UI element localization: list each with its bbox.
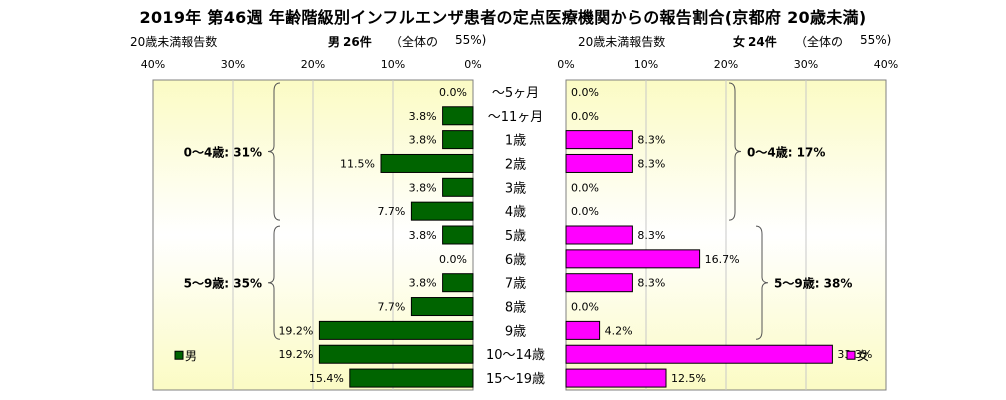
legend: 男女 bbox=[174, 348, 869, 363]
right-sex-label: 女 bbox=[733, 35, 746, 49]
category-label: 7歳 bbox=[505, 277, 526, 292]
left-sex-label: 男 bbox=[328, 35, 341, 49]
right-count-label: 20歳未満報告数 bbox=[578, 35, 666, 49]
male-value-label: 19.2% bbox=[278, 348, 313, 361]
male-bar bbox=[410, 297, 474, 317]
male-value-label: 7.7% bbox=[377, 205, 405, 218]
female-value-label: 8.3% bbox=[637, 229, 665, 242]
male-value-label: 3.8% bbox=[409, 110, 437, 123]
female-value-label: 8.3% bbox=[637, 134, 665, 147]
female-group-label: 5～9歳: 38% bbox=[774, 276, 852, 291]
legend-label-female: 女 bbox=[857, 348, 869, 363]
female-value-label: 0.0% bbox=[571, 205, 599, 218]
right-ratio-value: 55%) bbox=[860, 33, 892, 47]
category-label: 4歳 bbox=[505, 205, 526, 220]
category-label: 2歳 bbox=[505, 157, 526, 172]
left-ratio-value: 55%) bbox=[455, 33, 487, 47]
chart-title: 2019年 第46週 年齢階級別インフルエンザ患者の定点医療機関からの報告割合(… bbox=[139, 8, 867, 27]
male-bar bbox=[349, 368, 474, 388]
male-group-label: 0～4歳: 31% bbox=[184, 145, 262, 160]
category-label: ～5ヶ月 bbox=[492, 86, 539, 101]
male-bar bbox=[442, 177, 474, 197]
male-value-label: 3.8% bbox=[409, 277, 437, 290]
male-value-label: 7.7% bbox=[377, 301, 405, 314]
female-bar bbox=[565, 249, 701, 269]
left-tick-0: 0% bbox=[464, 58, 482, 71]
category-label: 5歳 bbox=[505, 229, 526, 244]
female-bar bbox=[565, 368, 667, 388]
male-value-label: 0.0% bbox=[439, 86, 467, 99]
category-label: 6歳 bbox=[505, 253, 526, 268]
male-value-label: 19.2% bbox=[278, 324, 313, 337]
category-label: 3歳 bbox=[505, 181, 526, 196]
male-bar bbox=[380, 153, 474, 173]
female-value-label: 0.0% bbox=[571, 110, 599, 123]
right-total: 24件 bbox=[748, 35, 777, 49]
female-value-label: 0.0% bbox=[571, 181, 599, 194]
right-tick-40: 40% bbox=[873, 58, 899, 71]
category-label: 8歳 bbox=[505, 301, 526, 316]
female-group-bracket bbox=[755, 225, 769, 340]
male-bar bbox=[410, 201, 474, 221]
left-tick-10: 10% bbox=[380, 58, 406, 71]
left-ratio-label: （全体の bbox=[390, 35, 439, 49]
category-label: 15～19歳 bbox=[486, 372, 545, 387]
left-total: 26件 bbox=[343, 35, 372, 49]
category-label: 1歳 bbox=[505, 134, 526, 149]
male-value-label: 11.5% bbox=[340, 157, 375, 170]
right-ratio-label: （全体の bbox=[795, 35, 844, 49]
right-tick-10: 10% bbox=[633, 58, 659, 71]
right-tick-0: 0% bbox=[557, 58, 575, 71]
group-brackets: 0～4歳: 31% 5～9歳: 35% 0～4歳: 17% 5～9歳: 38% bbox=[184, 82, 852, 340]
male-bar bbox=[442, 106, 474, 126]
female-value-label: 8.3% bbox=[637, 157, 665, 170]
male-bar bbox=[318, 344, 474, 364]
category-label: 10～14歳 bbox=[486, 348, 545, 363]
male-group-label: 5～9歳: 35% bbox=[184, 276, 262, 291]
male-group-bracket bbox=[267, 82, 281, 221]
left-tick-30: 30% bbox=[220, 58, 246, 71]
data-labels: 0.0% 0.0%3.8% 0.0%3.8% 8.3%11.5% 8.3%3.8% 0.0… bbox=[278, 86, 872, 385]
male-value-label: 3.8% bbox=[409, 181, 437, 194]
male-bar bbox=[442, 273, 474, 293]
left-count-label: 20歳未満報告数 bbox=[130, 35, 218, 49]
female-value-label: 4.2% bbox=[605, 324, 633, 337]
male-bar bbox=[442, 130, 474, 150]
female-group-label: 0～4歳: 17% bbox=[747, 145, 825, 160]
female-bar bbox=[565, 320, 601, 340]
female-bar bbox=[565, 153, 633, 173]
male-value-label: 3.8% bbox=[409, 134, 437, 147]
legend-swatch-male bbox=[174, 350, 184, 360]
male-value-label: 0.0% bbox=[439, 253, 467, 266]
male-bar bbox=[442, 225, 474, 245]
female-group-bracket bbox=[728, 82, 742, 221]
male-bar bbox=[318, 320, 474, 340]
left-tick-40: 40% bbox=[140, 58, 166, 71]
female-bar bbox=[565, 273, 633, 293]
female-value-label: 12.5% bbox=[671, 372, 706, 385]
category-label: ～11ヶ月 bbox=[488, 110, 544, 125]
category-labels: ～5ヶ月 ～11ヶ月 1歳 2歳 3歳 4歳 5歳 6歳 7歳 8歳 9歳 10～14歳 15～19歳 bbox=[486, 86, 545, 387]
right-tick-20: 20% bbox=[713, 58, 739, 71]
female-value-label: 16.7% bbox=[705, 253, 740, 266]
male-value-label: 3.8% bbox=[409, 229, 437, 242]
female-value-label: 0.0% bbox=[571, 86, 599, 99]
female-bar bbox=[565, 225, 633, 245]
female-value-label: 8.3% bbox=[637, 277, 665, 290]
bars bbox=[318, 106, 833, 388]
female-bar bbox=[565, 130, 633, 150]
legend-label-male: 男 bbox=[185, 349, 197, 363]
male-group-bracket bbox=[267, 225, 281, 340]
female-value-label: 0.0% bbox=[571, 301, 599, 314]
left-tick-20: 20% bbox=[300, 58, 326, 71]
female-bar bbox=[565, 344, 833, 364]
right-tick-30: 30% bbox=[793, 58, 819, 71]
male-value-label: 15.4% bbox=[309, 372, 344, 385]
legend-swatch-female bbox=[846, 350, 856, 360]
category-label: 9歳 bbox=[505, 324, 526, 339]
